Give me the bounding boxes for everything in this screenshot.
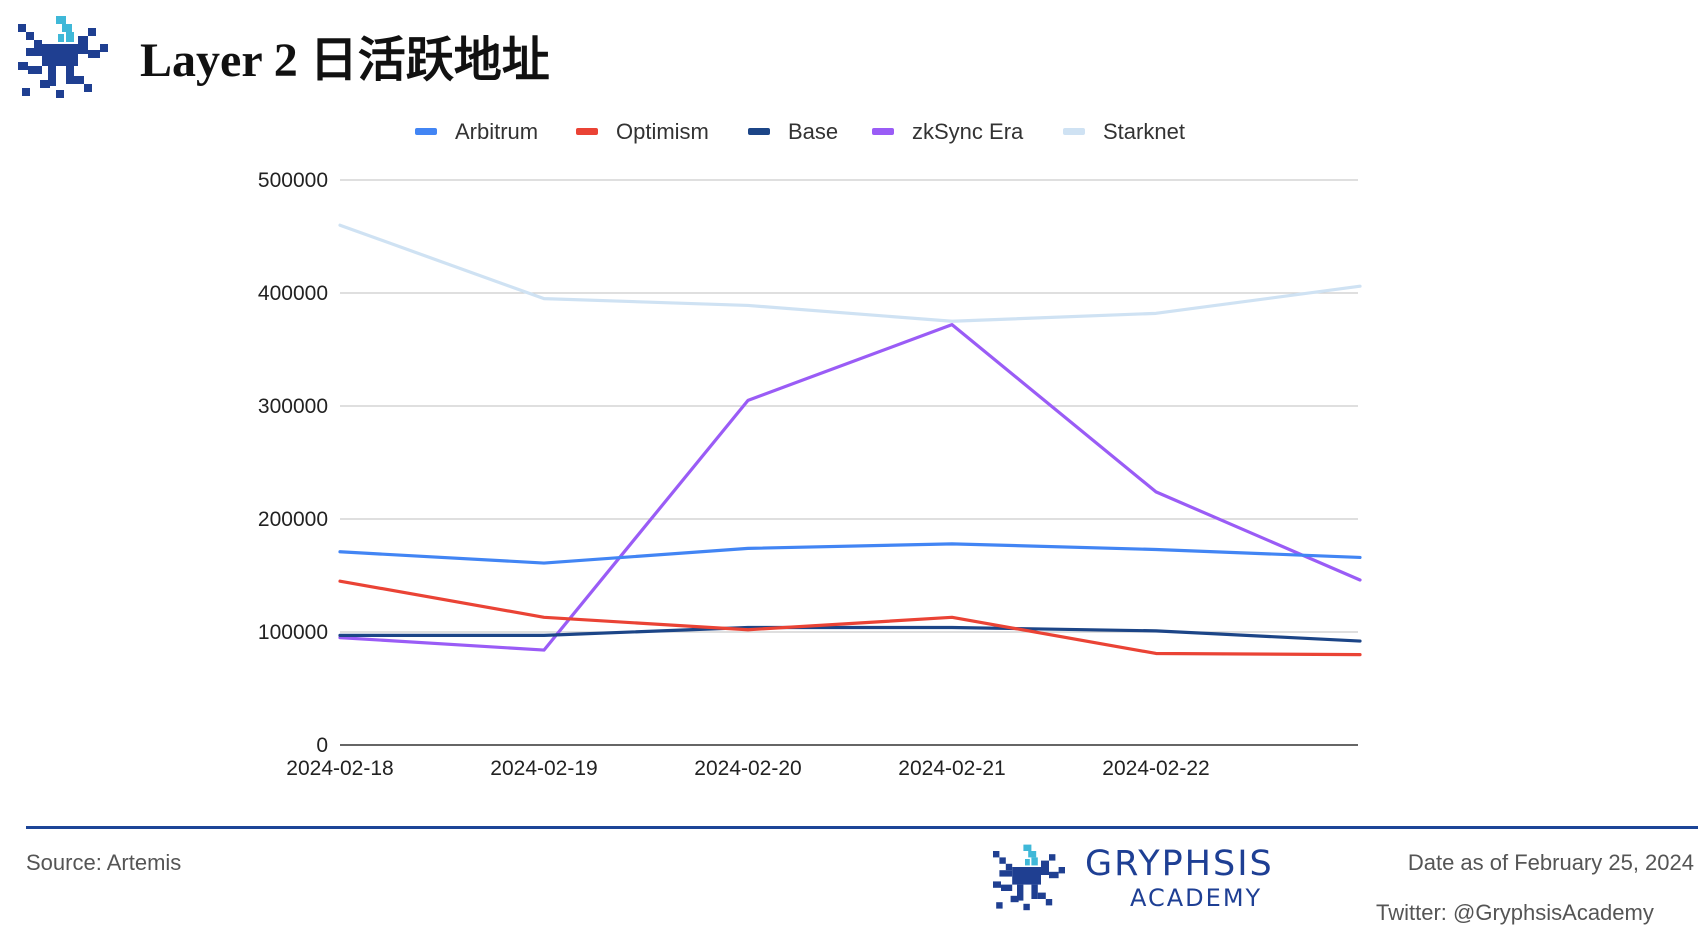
- source-note: Source: Artemis: [26, 850, 182, 875]
- legend-item-arbitrum: Arbitrum: [415, 119, 538, 144]
- date-note: Date as of February 25, 2024: [1407, 850, 1694, 875]
- y-tick-label: 0: [316, 734, 328, 757]
- legend-label: Optimism: [616, 119, 709, 144]
- brand-subtitle: ACADEMY: [1130, 884, 1263, 912]
- legend-label: Starknet: [1103, 119, 1185, 144]
- legend-label: zkSync Era: [912, 119, 1024, 144]
- legend-item-zksync-era: zkSync Era: [872, 119, 1024, 144]
- brand-wordmark: GRYPHSIS ACADEMY: [1085, 844, 1274, 912]
- y-tick-label: 200000: [258, 508, 328, 531]
- page-title: Layer 2 日活跃地址: [140, 34, 550, 87]
- series-line-base: [338, 625, 1362, 643]
- chart-series: [338, 223, 1362, 657]
- x-tick-label: 2024-02-22: [1102, 757, 1209, 780]
- chart-grid: [340, 179, 1358, 746]
- legend-label: Base: [788, 119, 838, 144]
- twitter-handle: Twitter: @GryphsisAcademy: [1376, 900, 1654, 925]
- x-tick-label: 2024-02-18: [286, 757, 393, 780]
- legend-swatch: [576, 128, 598, 135]
- x-axis-ticks: 2024-02-18 2024-02-19 2024-02-20 2024-02-21…: [286, 757, 1209, 780]
- gryphon-logo-icon: [993, 844, 1065, 911]
- gryphon-logo-icon: [18, 16, 108, 98]
- legend-swatch: [415, 128, 437, 135]
- y-axis-ticks: 0 100000 200000 300000 400000 500000: [258, 169, 328, 757]
- x-tick-label: 2024-02-19: [490, 757, 597, 780]
- legend-swatch: [748, 128, 770, 135]
- series-line-starknet: [338, 223, 1362, 323]
- legend-item-starknet: Starknet: [1063, 119, 1185, 144]
- y-tick-label: 100000: [258, 621, 328, 644]
- footer-divider: [26, 826, 1698, 829]
- legend-item-optimism: Optimism: [576, 119, 709, 144]
- legend-item-base: Base: [748, 119, 838, 144]
- legend-label: Arbitrum: [455, 119, 538, 144]
- x-tick-label: 2024-02-20: [694, 757, 801, 780]
- legend-swatch: [872, 128, 894, 135]
- chart-legend: Arbitrum Optimism Base zkSync Era Starknet: [415, 119, 1185, 144]
- y-tick-label: 300000: [258, 395, 328, 418]
- legend-swatch: [1063, 128, 1085, 135]
- line-chart: Arbitrum Optimism Base zkSync Era Starknet 0…: [258, 119, 1362, 780]
- brand-name: GRYPHSIS: [1085, 844, 1274, 884]
- series-line-optimism: [338, 579, 1362, 657]
- y-tick-label: 400000: [258, 282, 328, 305]
- x-tick-label: 2024-02-21: [898, 757, 1005, 780]
- series-line-zksync-era: [338, 323, 1362, 652]
- y-tick-label: 500000: [258, 169, 328, 192]
- series-line-arbitrum: [338, 542, 1362, 565]
